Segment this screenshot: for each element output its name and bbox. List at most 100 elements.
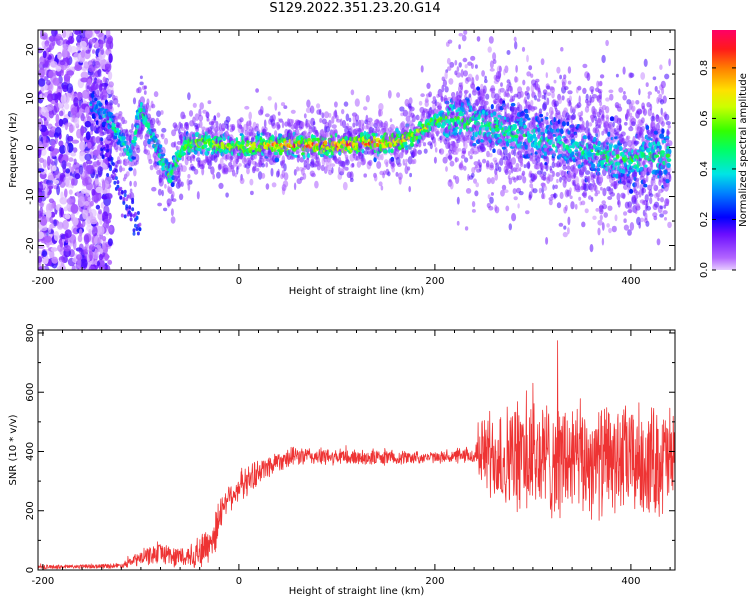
noise-cell xyxy=(79,258,88,269)
noise-cell xyxy=(101,242,106,251)
noise-cell xyxy=(58,140,64,147)
noise-cell xyxy=(46,210,52,218)
spectrogram-cell xyxy=(599,214,603,221)
spectrogram-cell xyxy=(363,173,368,178)
spectrogram-cell xyxy=(105,129,110,135)
noise-cell xyxy=(82,209,89,220)
noise-cell xyxy=(58,207,63,218)
noise-cell xyxy=(101,179,106,191)
spectrogram-cell xyxy=(598,108,603,116)
spectrogram-cell xyxy=(528,65,533,71)
spectrogram-cell xyxy=(572,145,575,149)
spectrogram-cell xyxy=(475,182,480,188)
spectrogram-cell xyxy=(420,93,425,98)
noise-cell xyxy=(71,166,75,174)
spectrogram-cell xyxy=(482,158,487,164)
spectrogram-cell xyxy=(602,187,607,197)
spectrogram-cell xyxy=(487,22,492,27)
spectrogram-cell xyxy=(553,79,557,84)
spectrogram-cell xyxy=(603,212,608,218)
noise-cell xyxy=(62,30,67,38)
spectrogram-cell xyxy=(493,100,497,105)
spectrogram-cell xyxy=(596,167,601,172)
spectrogram-cell xyxy=(271,146,274,153)
noise-cell xyxy=(40,33,47,40)
spectrogram-cell xyxy=(93,65,96,71)
spectrogram-cell xyxy=(389,118,393,123)
spectrogram-cell xyxy=(567,80,572,85)
spectrogram-cell xyxy=(180,127,186,131)
spectrogram-cell xyxy=(338,151,342,156)
spectrogram-cell xyxy=(136,147,141,154)
spectrogram-cell xyxy=(380,153,384,161)
spectrogram-cell xyxy=(434,147,438,153)
spectrogram-cell xyxy=(405,147,409,151)
noise-cell xyxy=(83,246,87,255)
spectrogram-cell xyxy=(574,203,578,210)
noise-cell xyxy=(39,206,44,217)
noise-cell xyxy=(38,256,43,263)
spectrogram-cell xyxy=(143,139,148,147)
spectrogram-cell xyxy=(367,117,373,123)
spectrogram-cell xyxy=(595,129,601,139)
spectrogram-cell xyxy=(282,180,289,188)
spectrogram-cell xyxy=(387,90,392,99)
spectrogram-cell xyxy=(435,130,441,135)
noise-cell xyxy=(101,235,107,242)
spectrogram-cell xyxy=(161,127,167,133)
noise-cell xyxy=(107,225,113,232)
spectrogram-cell xyxy=(239,117,244,123)
spectrogram-cell xyxy=(412,147,417,157)
noise-cell xyxy=(57,39,61,45)
noise-cell xyxy=(83,61,89,69)
noise-cell xyxy=(63,206,68,212)
noise-cell xyxy=(68,189,73,195)
noise-cell xyxy=(50,61,58,68)
spectrogram-cell xyxy=(156,110,162,117)
spectrogram-cell xyxy=(355,119,359,127)
spectrogram-cell xyxy=(433,156,437,164)
spectrogram-cell xyxy=(330,163,336,168)
spectrogram-cell xyxy=(210,166,215,175)
noise-cell xyxy=(38,168,45,173)
noise-cell xyxy=(88,244,96,251)
spectrogram-cell xyxy=(354,98,360,107)
spectrogram-cell xyxy=(470,55,476,61)
spectrogram-cell xyxy=(174,124,179,132)
spectrogram-cell xyxy=(485,93,490,100)
spectrogram-cell xyxy=(115,147,119,153)
noise-cell xyxy=(48,70,54,79)
noise-cell xyxy=(39,56,46,65)
spectrogram-cell xyxy=(530,99,534,107)
spectrogram-cell xyxy=(553,193,558,199)
spectrogram-cell xyxy=(556,202,562,209)
noise-cell xyxy=(68,157,74,162)
spectrogram-cell xyxy=(119,159,122,165)
spectrogram-cell xyxy=(161,133,165,140)
spectrogram-cell xyxy=(563,86,569,91)
spectrogram-cell xyxy=(114,112,120,120)
spectrogram-cell xyxy=(148,105,152,112)
noise-cell xyxy=(61,48,68,59)
spectrogram-cell xyxy=(505,92,511,98)
spectrogram-cell xyxy=(528,191,533,199)
noise-cell xyxy=(38,231,45,240)
spectrogram-cell xyxy=(580,125,585,133)
spectrogram-cell xyxy=(442,79,447,87)
spectrogram-cell xyxy=(463,89,469,94)
noise-cell xyxy=(47,174,54,181)
noise-cell xyxy=(64,213,71,220)
noise-cell xyxy=(72,30,81,35)
noise-cell xyxy=(49,216,53,223)
spectrogram-cell xyxy=(187,174,191,179)
spectrogram-cell xyxy=(471,77,475,86)
spectrogram-cell xyxy=(458,32,464,37)
spectrogram-cell xyxy=(345,113,350,122)
spectrogram-cell xyxy=(563,74,567,79)
noise-cell xyxy=(76,128,82,139)
noise-cell xyxy=(94,41,99,48)
spectrogram-cell xyxy=(356,161,362,168)
spectrogram-cell xyxy=(429,142,433,150)
noise-cell xyxy=(50,247,58,252)
spectrogram-cell xyxy=(201,126,206,131)
